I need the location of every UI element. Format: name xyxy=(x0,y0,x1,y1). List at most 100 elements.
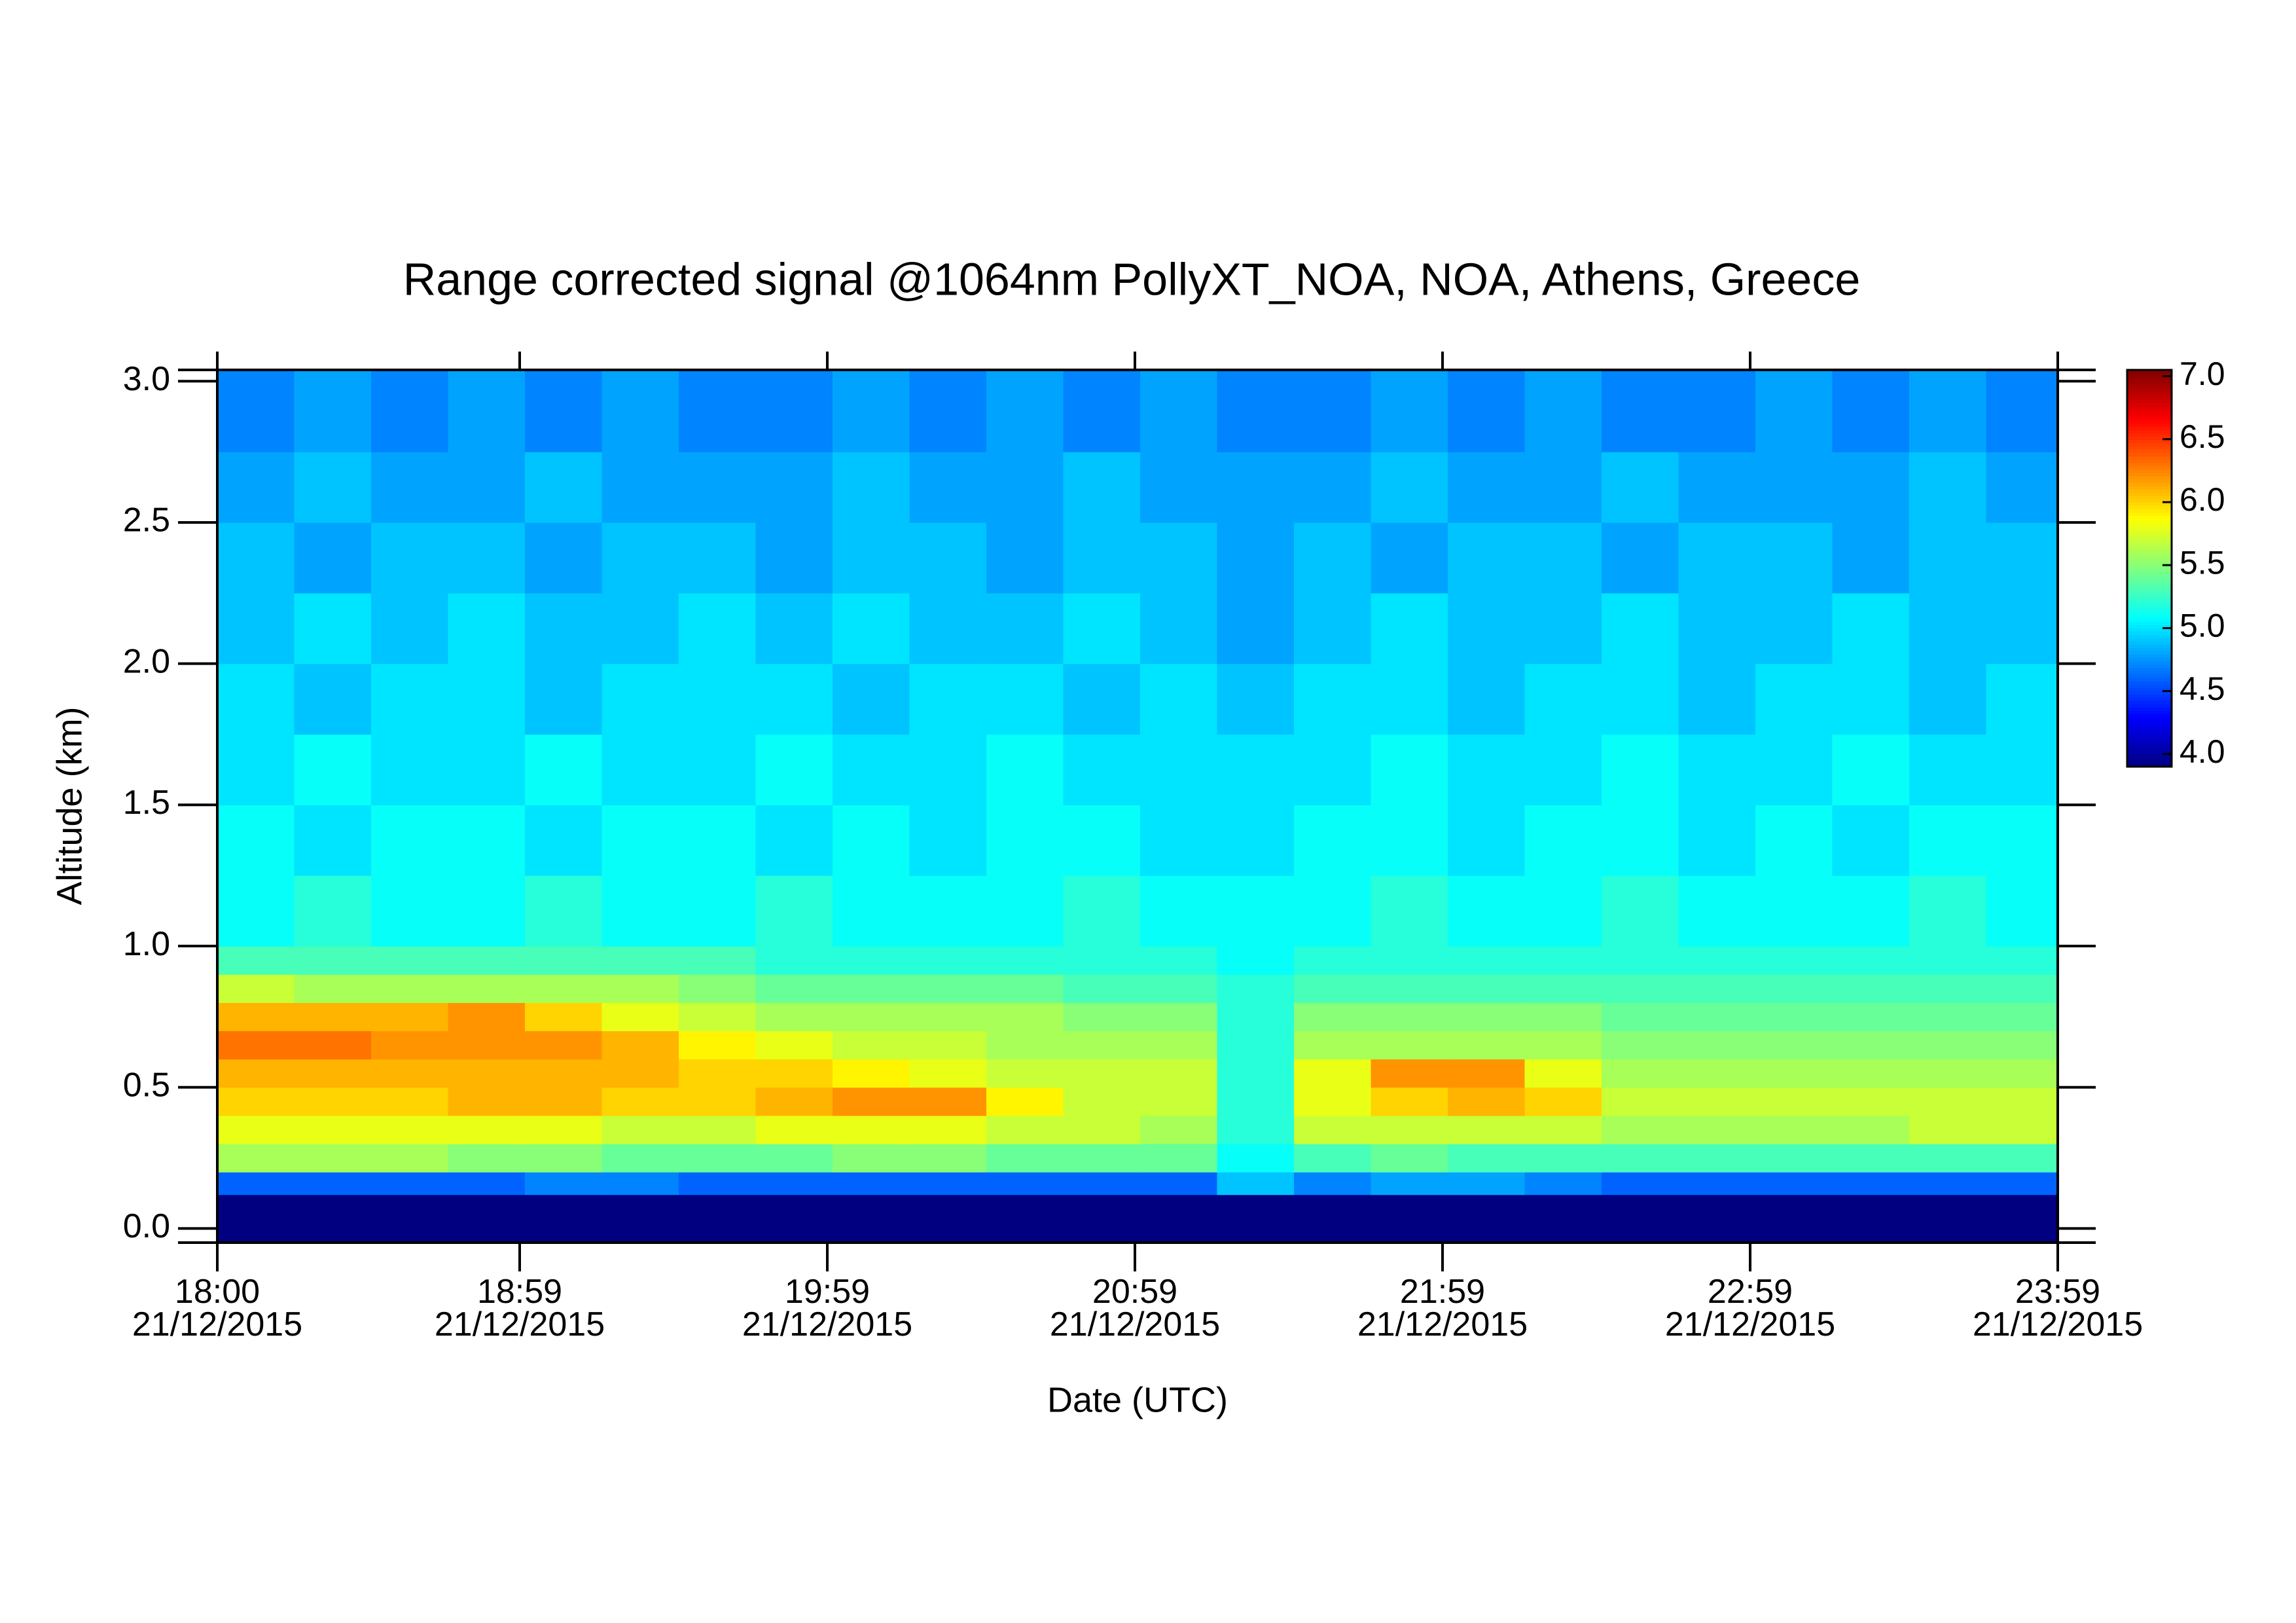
colorbar-band xyxy=(2127,661,2172,665)
heat-cell xyxy=(1755,593,1833,665)
heat-cell xyxy=(294,1172,372,1195)
heat-cell xyxy=(1063,663,1141,735)
heat-cell xyxy=(678,1087,757,1116)
heat-cell xyxy=(1063,370,1141,452)
x-tick-label: 19:59 21/12/2015 xyxy=(742,1273,912,1343)
heat-cell xyxy=(909,1030,987,1060)
colorbar-band xyxy=(2127,558,2172,562)
heatmap xyxy=(217,370,2058,1243)
heat-cell xyxy=(448,946,526,975)
heat-cell xyxy=(370,1194,449,1243)
colorbar-band xyxy=(2127,611,2172,615)
heat-cell xyxy=(370,452,449,523)
heat-cell xyxy=(370,1087,449,1116)
heat-cell xyxy=(909,805,987,876)
heat-cell xyxy=(1986,663,2058,735)
heat-cell xyxy=(1139,522,1218,594)
heat-cell xyxy=(1986,1030,2058,1060)
heat-cell xyxy=(1986,805,2058,876)
heat-cell xyxy=(1371,1144,1448,1173)
heat-cell xyxy=(1832,1059,1910,1088)
heat-cell xyxy=(755,1087,833,1116)
heat-cell xyxy=(524,875,603,947)
heat-cell xyxy=(1447,805,1526,876)
heat-cell xyxy=(1524,875,1602,947)
heat-cell xyxy=(986,805,1064,876)
plot-frame xyxy=(216,369,2059,1244)
heat-cell xyxy=(524,522,603,594)
heat-cell xyxy=(1371,1002,1448,1032)
heat-cell xyxy=(294,452,372,523)
heat-cell xyxy=(1139,1144,1218,1173)
heat-cell xyxy=(217,1144,295,1173)
colorbar-band xyxy=(2127,743,2172,748)
heat-cell xyxy=(1293,1115,1372,1144)
colorbar-band xyxy=(2127,759,2172,764)
heat-cell xyxy=(755,370,833,452)
heat-cell xyxy=(217,946,295,975)
heat-cell xyxy=(217,875,295,947)
colorbar-band xyxy=(2127,670,2172,675)
colorbar-band xyxy=(2127,403,2172,407)
heat-cell xyxy=(1217,593,1295,665)
colorbar-band xyxy=(2127,707,2172,711)
heat-cell xyxy=(1524,946,1602,975)
heat-cell xyxy=(1601,1194,1679,1243)
heat-cell xyxy=(1447,1030,1526,1060)
heat-cell xyxy=(524,663,603,735)
heat-cell xyxy=(1063,734,1141,805)
heat-cell xyxy=(1371,946,1448,975)
colorbar-band xyxy=(2127,763,2172,767)
heat-cell xyxy=(986,1030,1064,1060)
heat-cell xyxy=(1678,593,1756,665)
colorbar-band xyxy=(2127,647,2172,652)
heat-cell xyxy=(1063,1030,1141,1060)
y-tick-label: 2.0 xyxy=(123,642,170,680)
heat-cell xyxy=(294,974,372,1003)
heat-cell xyxy=(1063,522,1141,594)
heat-cell xyxy=(217,370,295,452)
heat-cell xyxy=(1293,1087,1372,1116)
colorbar-band xyxy=(2127,509,2172,513)
heat-cell xyxy=(1678,370,1756,452)
colorbar-band xyxy=(2127,456,2172,460)
heat-cell xyxy=(755,805,833,876)
colorbar-band xyxy=(2127,426,2172,430)
colorbar-band xyxy=(2127,462,2172,467)
colorbar-band xyxy=(2127,446,2172,450)
heat-cell xyxy=(1678,946,1756,975)
colorbar-tick-label: 5.5 xyxy=(2179,544,2225,581)
heat-cell xyxy=(601,1002,679,1032)
colorbar-band xyxy=(2127,452,2172,457)
heat-cell xyxy=(370,875,449,947)
colorbar-band xyxy=(2127,409,2172,414)
heat-cell xyxy=(448,452,526,523)
heat-cell xyxy=(1371,1194,1448,1243)
heat-cell xyxy=(217,1002,295,1032)
heat-cell xyxy=(294,1002,372,1032)
heat-cell xyxy=(1678,875,1756,947)
heat-cell xyxy=(1601,974,1679,1003)
heat-cell xyxy=(832,1194,910,1243)
heat-cell xyxy=(601,1115,679,1144)
x-tick-label: 18:59 21/12/2015 xyxy=(435,1273,605,1343)
heat-cell xyxy=(1601,1002,1679,1032)
heat-cell xyxy=(1986,974,2058,1003)
heat-cell xyxy=(1139,805,1218,876)
heat-cell xyxy=(678,805,757,876)
heat-cell xyxy=(755,663,833,735)
heat-cell xyxy=(448,1144,526,1173)
colorbar-band xyxy=(2127,638,2172,642)
heat-cell xyxy=(1755,875,1833,947)
heat-cell xyxy=(1524,1030,1602,1060)
colorbar-band xyxy=(2127,591,2172,596)
heat-cell xyxy=(832,805,910,876)
heat-cell xyxy=(294,1194,372,1243)
heat-cell xyxy=(1371,1172,1448,1195)
heat-cell xyxy=(1755,370,1833,452)
y-tick-label: 0.5 xyxy=(123,1066,170,1104)
colorbar-band xyxy=(2127,429,2172,433)
heat-cell xyxy=(601,452,679,523)
heat-cell xyxy=(294,370,372,452)
heat-cell xyxy=(524,452,603,523)
